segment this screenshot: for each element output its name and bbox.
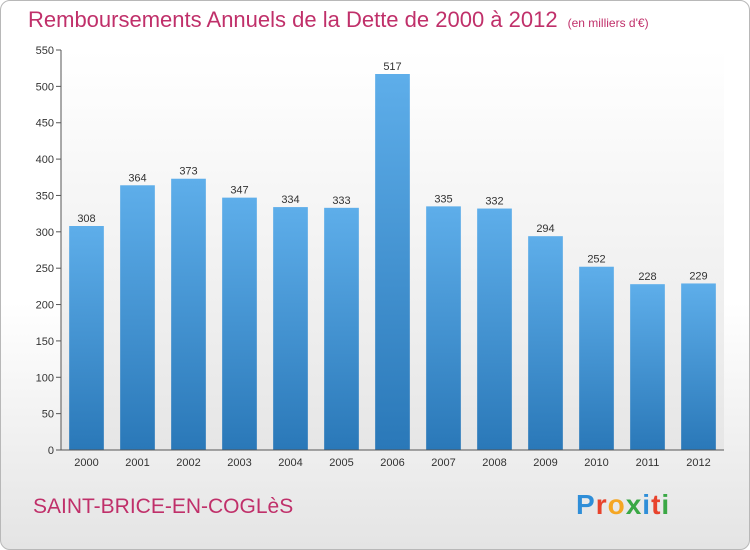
- logo-letter: t: [651, 489, 662, 520]
- logo-letter: i: [642, 489, 652, 520]
- x-tick-2000: 2000: [74, 457, 98, 469]
- logo-letter: x: [625, 489, 643, 520]
- y-tick-300: 300: [36, 227, 54, 239]
- bars-group: 308 364 373 347 334 333 517 335 332 294 252 228 229: [69, 61, 716, 451]
- unit-note: (en milliers d'€): [567, 16, 649, 30]
- data-label-2000: 308: [77, 213, 95, 225]
- proxiti-logo: Proxiti: [576, 489, 670, 521]
- y-tick-50: 50: [42, 409, 54, 421]
- x-tick-2005: 2005: [329, 457, 353, 469]
- y-tick-500: 500: [36, 81, 54, 93]
- y-tick-550: 550: [36, 45, 54, 57]
- chart-title: Remboursements Annuels de la Dette de 20…: [28, 7, 649, 33]
- y-tick-350: 350: [36, 190, 54, 202]
- data-label-2004: 334: [281, 194, 299, 206]
- bar-2012: [681, 283, 716, 450]
- data-label-2002: 373: [179, 166, 197, 178]
- data-label-2009: 294: [536, 223, 554, 235]
- logo-letter: P: [576, 489, 596, 520]
- data-label-2010: 252: [587, 254, 605, 266]
- bar-2006: [375, 74, 410, 450]
- x-tick-2011: 2011: [636, 457, 660, 469]
- bar-2005: [324, 207, 359, 450]
- y-tick-450: 450: [36, 118, 54, 130]
- y-tick-0: 0: [48, 445, 54, 457]
- data-label-2007: 335: [434, 193, 452, 205]
- x-tick-2004: 2004: [278, 457, 302, 469]
- x-tick-2007: 2007: [431, 457, 455, 469]
- commune-name: SAINT-BRICE-EN-COGLèS: [33, 495, 294, 518]
- logo-letter: i: [661, 489, 671, 520]
- bar-2007: [426, 206, 461, 450]
- data-label-2008: 332: [485, 196, 503, 208]
- data-label-2003: 347: [230, 185, 248, 197]
- chart-title-text: Remboursements Annuels de la Dette de 20…: [28, 7, 558, 32]
- x-tick-2002: 2002: [176, 457, 200, 469]
- data-label-2001: 364: [128, 172, 146, 184]
- data-label-2005: 333: [332, 195, 350, 207]
- bar-2011: [630, 284, 665, 450]
- y-tick-400: 400: [36, 154, 54, 166]
- logo-letter: r: [595, 489, 608, 520]
- x-tick-2008: 2008: [482, 457, 506, 469]
- bar-2004: [273, 207, 308, 450]
- y-tick-250: 250: [36, 263, 54, 275]
- data-label-2012: 229: [689, 270, 707, 282]
- data-label-2011: 228: [638, 271, 656, 283]
- bar-2002: [171, 178, 206, 450]
- y-tick-100: 100: [36, 372, 54, 384]
- x-tick-2012: 2012: [686, 457, 710, 469]
- y-tick-200: 200: [36, 300, 54, 312]
- bar-2003: [222, 197, 257, 450]
- x-tick-2009: 2009: [533, 457, 557, 469]
- bar-2008: [477, 208, 512, 450]
- x-tick-2001: 2001: [125, 457, 149, 469]
- data-label-2006: 517: [383, 61, 401, 73]
- x-tick-2010: 2010: [584, 457, 608, 469]
- bar-2000: [69, 226, 104, 450]
- bar-2010: [579, 266, 614, 450]
- axes-group: 2000 2001 2002 2003 2004 2005 2006 2007 2008 2009…: [36, 45, 724, 469]
- x-tick-2003: 2003: [227, 457, 251, 469]
- logo-letter: o: [607, 489, 626, 520]
- x-tick-2006: 2006: [380, 457, 404, 469]
- y-tick-150: 150: [36, 336, 54, 348]
- bar-2009: [528, 236, 563, 450]
- bar-2001: [120, 185, 155, 451]
